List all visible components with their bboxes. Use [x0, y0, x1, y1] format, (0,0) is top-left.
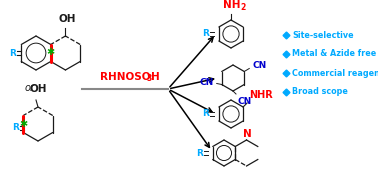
Text: CN: CN — [200, 78, 214, 87]
Text: Metal & Azide free: Metal & Azide free — [292, 49, 376, 59]
Text: CN: CN — [237, 97, 251, 106]
Text: NHR: NHR — [249, 90, 273, 100]
Text: R: R — [202, 30, 209, 39]
Text: 2: 2 — [240, 3, 245, 12]
Text: H: H — [151, 72, 160, 82]
Text: ✱: ✱ — [19, 119, 27, 129]
Text: R: R — [12, 124, 19, 132]
Text: NH: NH — [223, 0, 241, 10]
Text: Broad scope: Broad scope — [292, 87, 348, 97]
Text: RHNOSO: RHNOSO — [100, 72, 150, 82]
Text: OH: OH — [59, 14, 76, 24]
Text: R: R — [202, 110, 209, 118]
Text: ✱: ✱ — [46, 47, 55, 57]
Text: N: N — [243, 129, 252, 139]
Text: R: R — [196, 148, 203, 158]
Text: or: or — [25, 83, 35, 93]
Text: CN: CN — [252, 61, 266, 70]
Text: 3: 3 — [147, 74, 152, 83]
Text: Commercial reagents: Commercial reagents — [292, 68, 378, 78]
Text: OH: OH — [29, 84, 47, 94]
Text: R: R — [9, 49, 16, 57]
Text: Site-selective: Site-selective — [292, 31, 354, 39]
